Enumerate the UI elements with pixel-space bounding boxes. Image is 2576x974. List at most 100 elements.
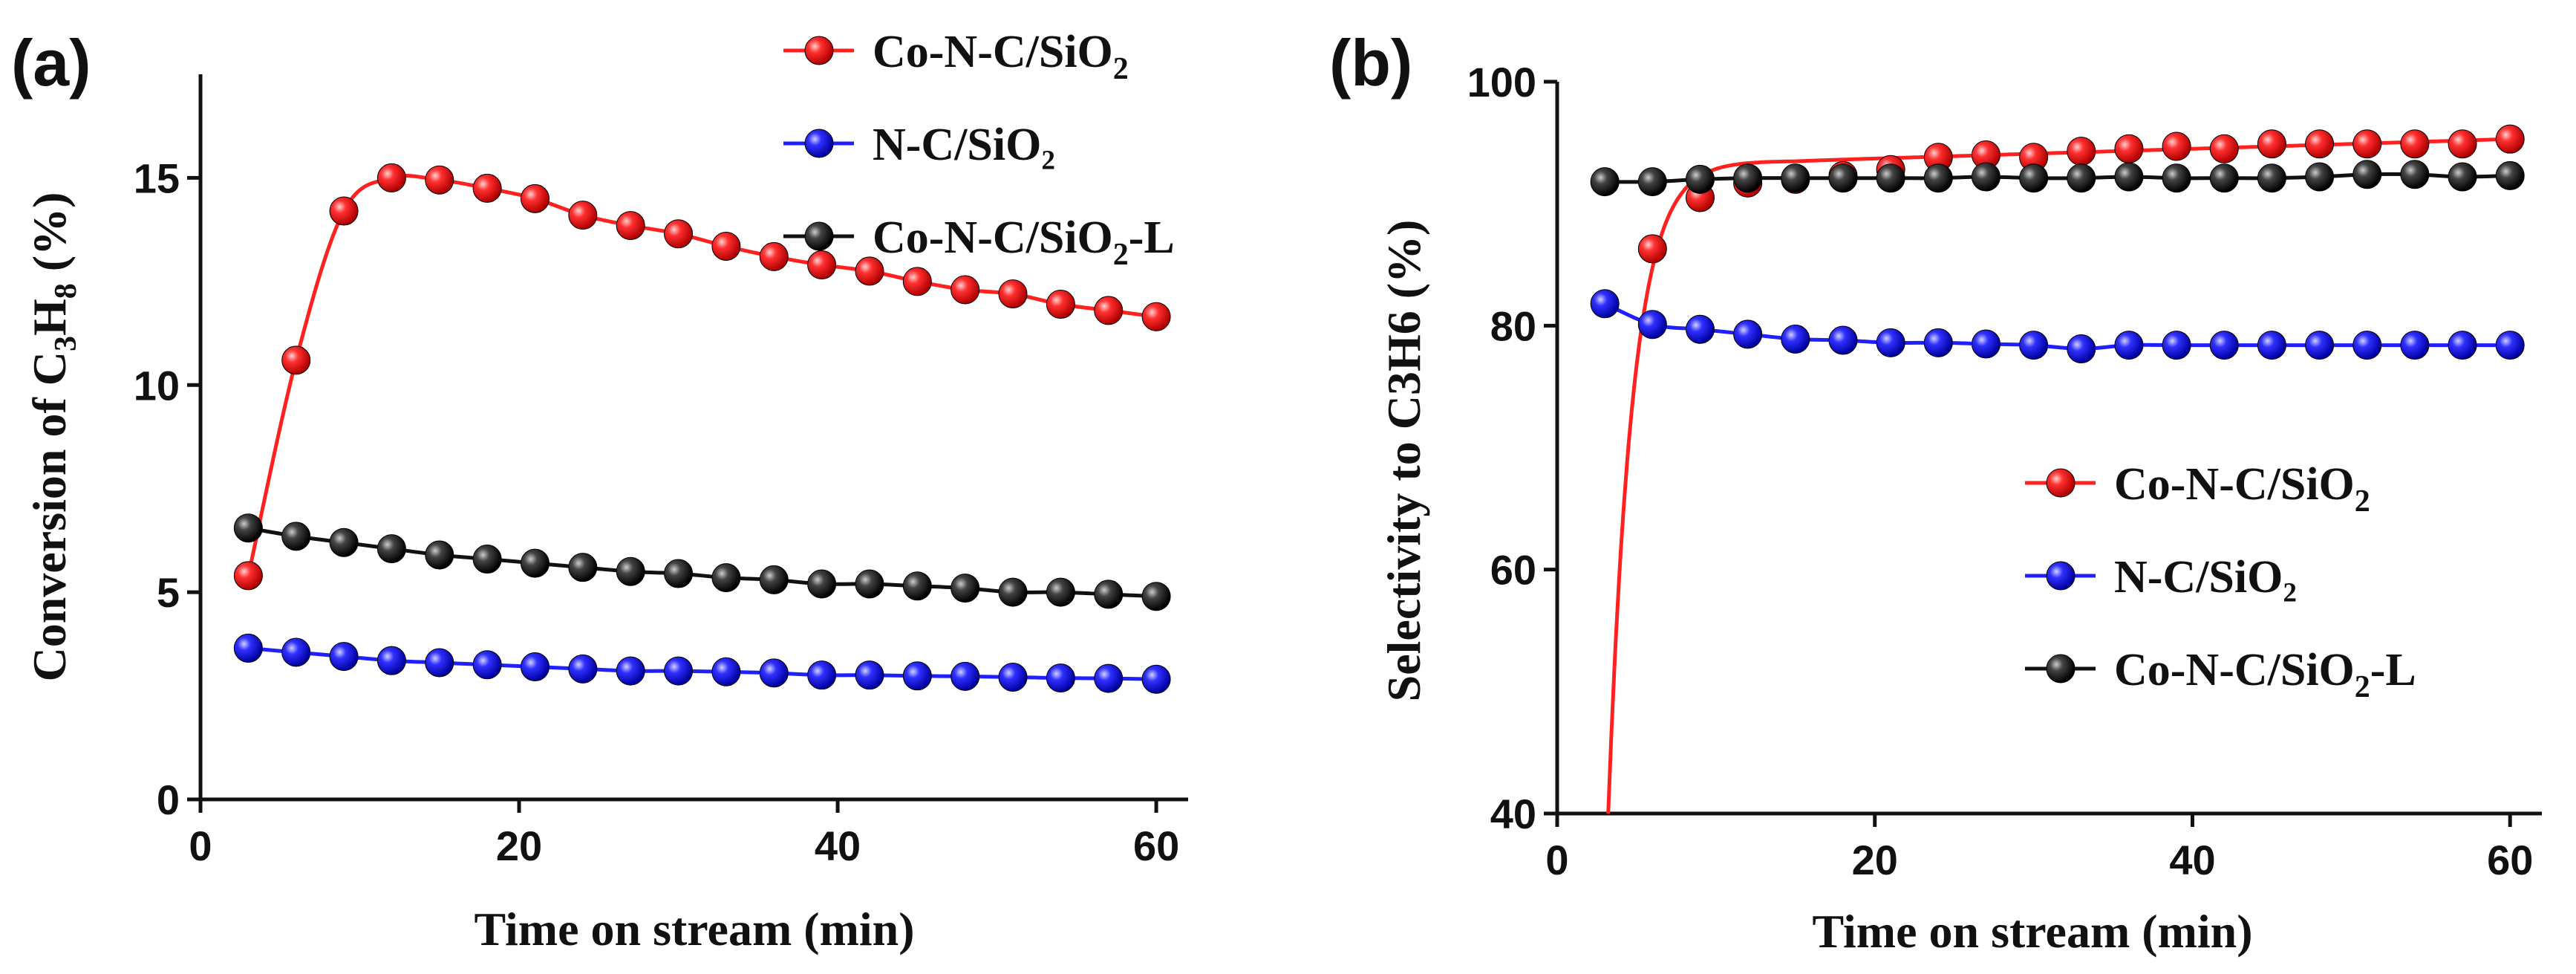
data-point-n-c-sio [664, 656, 694, 686]
data-point-n-c-sio [1590, 289, 1620, 319]
data-point-n-c-sio [855, 660, 884, 690]
data-point-co-n-c-sio2-l [711, 563, 741, 593]
data-point-n-c-sio [2019, 331, 2049, 360]
data-point-co-n-c-sio2 [2257, 129, 2286, 159]
data-point-n-c-sio [807, 660, 837, 690]
data-point-co-n-c-sio2 [329, 196, 359, 226]
x-tick-label: 0 [189, 822, 212, 869]
data-point-co-n-c-sio2-l [855, 569, 884, 599]
data-point-n-c-sio [2352, 331, 2382, 360]
panel-a-label: (a) [11, 26, 91, 100]
data-point-n-c-sio [1971, 329, 2001, 359]
data-point-co-n-c-sio2 [950, 275, 980, 305]
data-point-co-n-c-sio2-l [281, 522, 311, 551]
data-point-n-c-sio [616, 656, 645, 686]
panel-b-y-ticks: 40 60 80 100 [1467, 59, 1557, 837]
data-point-co-n-c-sio2-l [2114, 162, 2144, 192]
data-point-co-n-c-sio2-l [2019, 163, 2049, 193]
data-point-co-n-c-sio2 [807, 250, 837, 280]
data-point-n-c-sio [1923, 328, 1953, 357]
data-point-co-n-c-sio2-l [1590, 167, 1620, 197]
x-tick-label: 20 [496, 822, 542, 869]
y-tick-label: 80 [1490, 302, 1536, 349]
legend-marker-co-n-c-sio2 [804, 36, 834, 65]
legend-entry-co-n-c-sio2-l: Co-N-C/SiO2-L [2025, 645, 2416, 704]
panel-b-series-lines [1604, 137, 2511, 814]
panel-b-x-ticks: 0 20 40 60 [1545, 814, 2533, 883]
x-tick-label: 20 [1852, 837, 1898, 883]
x-tick-label: 60 [1133, 822, 1179, 869]
data-point-n-c-sio [329, 642, 359, 672]
data-point-co-n-c-sio2-l [2305, 162, 2335, 192]
legend-marker-n-c-sio [2046, 561, 2076, 591]
data-point-co-n-c-sio2-l [759, 565, 789, 594]
data-point-co-n-c-sio2-l [233, 513, 263, 543]
panel-a-y-ticks: 0 5 10 15 [134, 155, 200, 823]
x-tick-label: 0 [1545, 837, 1568, 883]
data-point-co-n-c-sio2 [2067, 137, 2096, 166]
data-point-co-n-c-sio2-l [664, 559, 694, 588]
panel-a-y-axis-title: Conversion of C3H8 (%) [23, 192, 83, 682]
data-point-n-c-sio [1733, 319, 1763, 349]
legend-label-co-n-c-sio2-l: Co-N-C/SiO2-L [2114, 645, 2416, 704]
data-point-n-c-sio [2305, 331, 2335, 360]
legend-label-n-c-sio: N-C/SiO₂ [873, 120, 1055, 170]
data-point-n-c-sio [281, 637, 311, 667]
chart-panel-b: (b) 40 60 80 100 0 20 40 60 Time on stream (mi… [1329, 26, 2542, 958]
y-tick-label: 10 [134, 362, 180, 409]
data-point-co-n-c-sio2-l [1046, 577, 1075, 607]
panel-b-x-axis-title: Time on stream (min) [1812, 905, 2252, 958]
data-point-co-n-c-sio2 [2114, 134, 2144, 163]
data-point-co-n-c-sio2 [998, 279, 1028, 309]
panel-b-y-axis-title: Selectivity to C3H6 (%) [1377, 220, 1430, 702]
data-point-co-n-c-sio2-l [568, 553, 598, 582]
data-point-co-n-c-sio2 [2400, 129, 2430, 159]
data-point-n-c-sio [1094, 663, 1124, 693]
data-point-co-n-c-sio2-l [1923, 163, 1953, 193]
data-point-co-n-c-sio2-l [1733, 163, 1763, 193]
data-point-co-n-c-sio2 [425, 165, 454, 195]
data-point-n-c-sio [1141, 664, 1171, 694]
data-point-co-n-c-sio2 [2209, 134, 2239, 163]
data-point-n-c-sio [520, 652, 550, 682]
panel-b-label: (b) [1329, 26, 1412, 100]
data-point-n-c-sio [233, 633, 263, 663]
legend-marker-co-n-c-sio2-l [804, 221, 834, 251]
legend-entry-co-n-c-sio2: Co-N-C/SiO2 [2025, 459, 2370, 519]
panel-b-legend: Co-N-C/SiO2 N-C/SiO₂ Co-N-C/SiO2-L [2025, 459, 2416, 704]
data-point-co-n-c-sio2-l [1828, 163, 1858, 193]
data-point-n-c-sio [425, 648, 454, 678]
data-point-n-c-sio [1876, 328, 1905, 357]
legend-marker-co-n-c-sio2 [2046, 468, 2076, 498]
data-point-co-n-c-sio2 [520, 184, 550, 213]
data-point-n-c-sio [2209, 331, 2239, 360]
data-point-n-c-sio [2257, 331, 2286, 360]
data-point-co-n-c-sio2 [2448, 129, 2477, 159]
data-point-co-n-c-sio2 [2352, 129, 2382, 159]
y-tick-label: 100 [1467, 59, 1536, 105]
data-point-co-n-c-sio2-l [520, 548, 550, 578]
legend-label-co-n-c-sio2-l: Co-N-C/SiO2-L [873, 212, 1175, 272]
data-point-co-n-c-sio2-l [472, 545, 502, 574]
data-point-co-n-c-sio2-l [807, 569, 837, 599]
data-point-co-n-c-sio2-l [1094, 579, 1124, 609]
data-point-n-c-sio [1828, 325, 1858, 355]
data-point-co-n-c-sio2-l [2495, 160, 2525, 190]
data-point-n-c-sio [2495, 331, 2525, 360]
data-point-co-n-c-sio2-l [1971, 162, 2001, 192]
x-tick-label: 40 [815, 822, 861, 869]
data-point-co-n-c-sio2 [1141, 302, 1171, 331]
data-point-co-n-c-sio2 [616, 211, 645, 241]
data-point-co-n-c-sio2-l [1876, 163, 1905, 193]
data-point-co-n-c-sio2-l [2257, 163, 2286, 193]
data-point-n-c-sio [1685, 314, 1715, 344]
legend-marker-co-n-c-sio2-l [2046, 654, 2076, 684]
data-point-co-n-c-sio2-l [2162, 163, 2191, 193]
data-point-co-n-c-sio2-l [425, 540, 454, 570]
legend-label-co-n-c-sio2: Co-N-C/SiO2 [873, 27, 1129, 86]
y-tick-label: 5 [157, 569, 180, 616]
data-point-co-n-c-sio2-l [998, 577, 1028, 607]
data-point-co-n-c-sio2 [759, 241, 789, 271]
data-point-co-n-c-sio2-l [1781, 163, 1810, 193]
